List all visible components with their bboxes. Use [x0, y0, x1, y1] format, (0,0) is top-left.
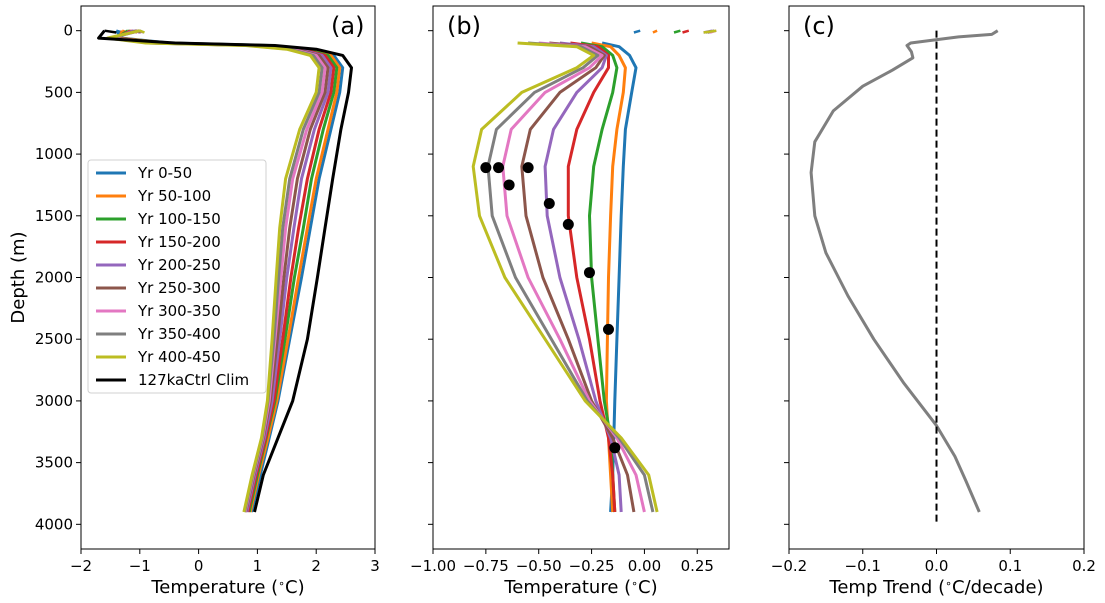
series-line-5	[520, 41, 636, 513]
y-tick-label: 0	[63, 22, 73, 40]
panel-a: −2 −1 0 1 2 3 0 500 1000 1500 2000 2500 3000 3500 4000…	[8, 5, 380, 599]
legend-entry: Yr 150-200	[137, 233, 221, 251]
series-line-0	[809, 29, 999, 513]
panel-label: (b)	[447, 12, 481, 40]
series-line-8	[471, 41, 659, 513]
x-tick-label: −0.50	[516, 557, 562, 575]
legend-entry: Yr 200-250	[137, 256, 221, 274]
x-tick-label: −1	[129, 557, 151, 575]
x-tick-label: 0.25	[681, 557, 714, 575]
y-tick-label: 3000	[35, 392, 73, 410]
marker-2	[522, 162, 534, 174]
legend-entry: Yr 50-100	[137, 187, 211, 205]
x-tick-label: 0.0	[925, 557, 949, 575]
y-tick-label: 1500	[35, 207, 73, 225]
y-tick-label: 4000	[35, 515, 73, 533]
marker-1	[493, 162, 505, 174]
marker-7	[602, 323, 614, 335]
panel-c: −0.2 −0.1 0.0 0.1 0.2 Temp Trend (∘C/decade) (…	[771, 5, 1096, 599]
x-tick-label: 0.2	[1072, 557, 1096, 575]
x-tick-label: 0.00	[628, 557, 661, 575]
surface-segment-3	[682, 29, 690, 34]
legend-entry: Yr 400-450	[137, 348, 221, 366]
legend-entry: Yr 300-350	[137, 302, 221, 320]
plot-area	[97, 29, 353, 513]
legend-entry: Yr 250-300	[137, 279, 221, 297]
x-tick-label: 0	[194, 557, 204, 575]
surface-segment-2	[673, 29, 681, 34]
marker-8	[609, 442, 621, 454]
surface-segment-0	[633, 29, 641, 34]
legend-entry: Yr 0-50	[137, 164, 192, 182]
y-tick-label: 500	[44, 83, 73, 101]
panel-label: (c)	[803, 12, 835, 40]
y-axis-label: Depth (m)	[8, 231, 29, 323]
legend-entry: Yr 350-400	[137, 325, 221, 343]
marker-5	[562, 218, 574, 230]
x-tick-label: 0.1	[998, 557, 1022, 575]
x-tick-label: 3	[370, 557, 380, 575]
marker-3	[503, 179, 515, 191]
x-axis-label: Temp Trend (∘C/decade)	[828, 577, 1043, 599]
legend: Yr 0-50 Yr 50-100 Yr 100-150 Yr 150-200 Yr 2…	[87, 159, 267, 394]
legend-entry: 127kaCtrl Clim	[138, 371, 249, 389]
y-tick-label: 3500	[35, 454, 73, 472]
x-tick-label: −0.2	[771, 557, 807, 575]
series-line-9	[97, 29, 353, 513]
legend-entry: Yr 100-150	[137, 210, 221, 228]
plot-area	[809, 29, 999, 525]
x-axis-label: Temperature (∘C)	[503, 577, 657, 599]
y-tick-label: 1000	[35, 145, 73, 163]
panel-b: −1.00 −0.75 −0.50 −0.25 0.00 0.25 Temperature …	[410, 5, 730, 599]
marker-4	[543, 197, 555, 209]
panel-label: (a)	[331, 12, 364, 40]
x-tick-label: 1	[253, 557, 263, 575]
x-tick-label: −1.00	[410, 557, 456, 575]
x-tick-label: −0.75	[463, 557, 509, 575]
x-tick-label: −2	[70, 557, 92, 575]
x-tick-label: −0.25	[569, 557, 615, 575]
y-tick-label: 2500	[35, 330, 73, 348]
marker-6	[583, 267, 595, 279]
x-tick-label: 2	[311, 557, 321, 575]
marker-0	[480, 162, 492, 174]
surface-segment-9	[104, 29, 117, 34]
x-axis-label: Temperature (∘C)	[150, 577, 304, 599]
y-tick-label: 2000	[35, 269, 73, 287]
surface-segment-1	[652, 29, 658, 34]
plot-area	[471, 29, 717, 513]
surface-segment-8	[139, 29, 145, 34]
x-tick-label: −0.1	[845, 557, 881, 575]
surface-segment-8	[703, 29, 717, 34]
legend-box	[87, 159, 267, 394]
